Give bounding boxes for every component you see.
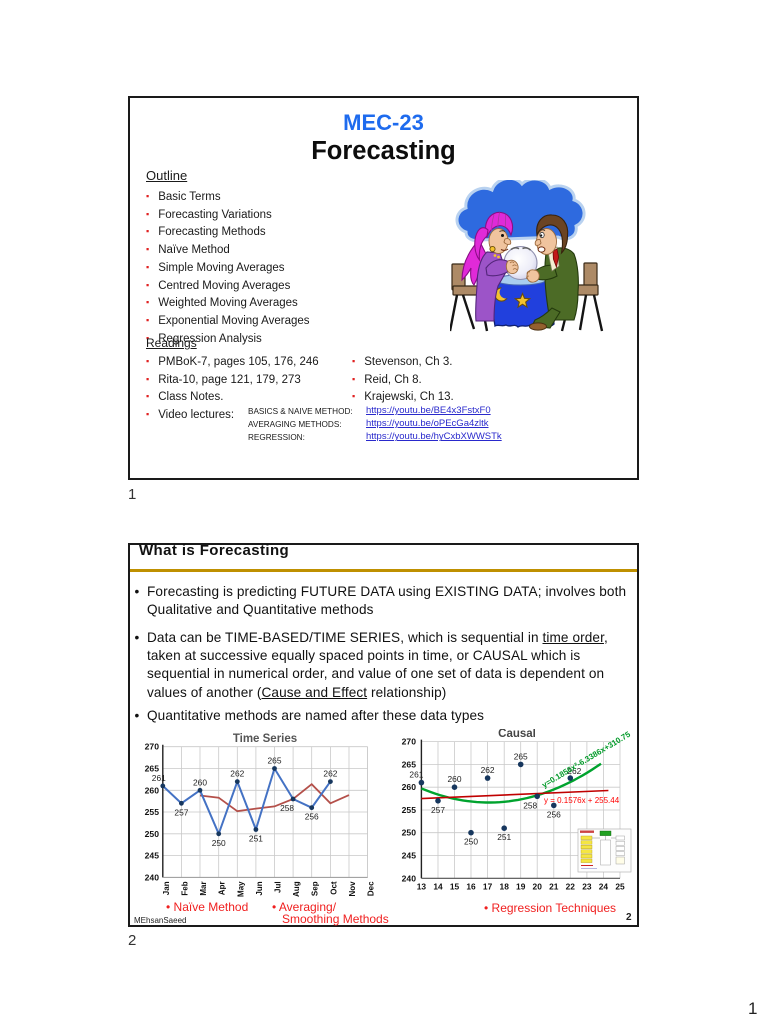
svg-text:24: 24: [599, 881, 609, 891]
svg-text:265: 265: [402, 759, 417, 769]
svg-text:257: 257: [174, 807, 188, 817]
svg-text:262: 262: [567, 766, 581, 776]
svg-text:262: 262: [481, 765, 495, 775]
svg-text:250: 250: [145, 829, 160, 839]
svg-text:258: 258: [280, 803, 294, 813]
svg-text:Time Series: Time Series: [233, 733, 297, 745]
svg-text:y = 0.1576x + 255.44: y = 0.1576x + 255.44: [544, 796, 620, 805]
svg-text:260: 260: [145, 785, 160, 795]
svg-text:256: 256: [547, 809, 561, 819]
svg-text:Dec: Dec: [367, 881, 376, 896]
svg-text:14: 14: [433, 881, 443, 891]
svg-text:261: 261: [152, 773, 166, 783]
svg-text:Apr: Apr: [218, 881, 227, 895]
svg-text:19: 19: [516, 881, 526, 891]
svg-text:260: 260: [193, 777, 207, 787]
svg-text:Sep: Sep: [311, 881, 320, 896]
svg-text:Jun: Jun: [255, 881, 264, 895]
svg-text:240: 240: [402, 873, 417, 883]
svg-text:May: May: [236, 881, 245, 897]
svg-text:251: 251: [497, 832, 511, 842]
svg-text:255: 255: [402, 805, 417, 815]
svg-text:20: 20: [533, 881, 543, 891]
svg-text:250: 250: [402, 828, 417, 838]
svg-text:262: 262: [230, 769, 244, 779]
svg-text:245: 245: [145, 851, 160, 861]
svg-text:250: 250: [212, 838, 226, 848]
svg-text:22: 22: [566, 881, 576, 891]
svg-text:256: 256: [305, 812, 319, 822]
svg-text:21: 21: [549, 881, 559, 891]
svg-text:16: 16: [466, 881, 476, 891]
svg-text:240: 240: [145, 872, 160, 882]
svg-text:260: 260: [402, 782, 417, 792]
svg-text:Feb: Feb: [180, 881, 189, 895]
svg-text:Jan: Jan: [162, 881, 171, 895]
svg-text:251: 251: [249, 834, 263, 844]
svg-text:257: 257: [431, 805, 445, 815]
svg-text:Oct: Oct: [329, 881, 338, 895]
svg-text:245: 245: [402, 851, 417, 861]
svg-text:Nov: Nov: [348, 881, 357, 897]
svg-text:Mar: Mar: [199, 881, 208, 895]
svg-text:23: 23: [582, 881, 592, 891]
svg-text:18: 18: [500, 881, 510, 891]
svg-text:265: 265: [514, 751, 528, 761]
svg-text:265: 265: [145, 764, 160, 774]
svg-text:Jul: Jul: [274, 881, 283, 893]
svg-text:265: 265: [268, 756, 282, 766]
svg-text:261: 261: [409, 770, 423, 780]
svg-text:25: 25: [615, 881, 625, 891]
svg-text:255: 255: [145, 807, 160, 817]
svg-text:13: 13: [417, 881, 427, 891]
svg-text:y=0.1856x²-6.3386x+310.75: y=0.1856x²-6.3386x+310.75: [540, 729, 632, 789]
svg-text:260: 260: [448, 774, 462, 784]
svg-text:17: 17: [483, 881, 493, 891]
svg-text:270: 270: [145, 742, 160, 752]
svg-text:Causal: Causal: [498, 729, 536, 740]
svg-text:262: 262: [323, 769, 337, 779]
svg-text:258: 258: [523, 800, 537, 810]
svg-text:15: 15: [450, 881, 460, 891]
svg-text:Aug: Aug: [292, 881, 301, 897]
svg-text:250: 250: [464, 837, 478, 847]
svg-text:270: 270: [402, 737, 417, 747]
